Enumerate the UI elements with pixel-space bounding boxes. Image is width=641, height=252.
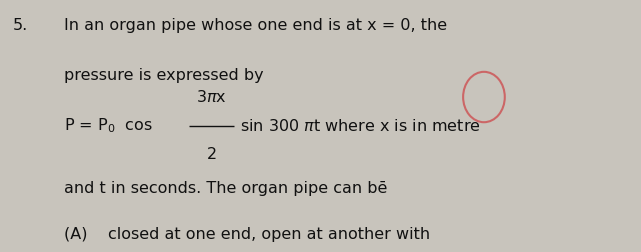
Text: pressure is expressed by: pressure is expressed by — [64, 68, 263, 83]
Text: sin 300 $\pi$t where x is in metre: sin 300 $\pi$t where x is in metre — [240, 118, 481, 134]
Text: 2: 2 — [206, 147, 217, 163]
Text: P = P$_0$  cos: P = P$_0$ cos — [64, 117, 153, 135]
Text: 5.: 5. — [13, 18, 28, 33]
Text: 3$\pi$x: 3$\pi$x — [196, 89, 227, 105]
Text: and t in seconds. The organ pipe can bē: and t in seconds. The organ pipe can bē — [64, 181, 387, 197]
Text: In an organ pipe whose one end is at x = 0, the: In an organ pipe whose one end is at x =… — [64, 18, 447, 33]
Text: (A)    closed at one end, open at another with: (A) closed at one end, open at another w… — [64, 227, 430, 242]
